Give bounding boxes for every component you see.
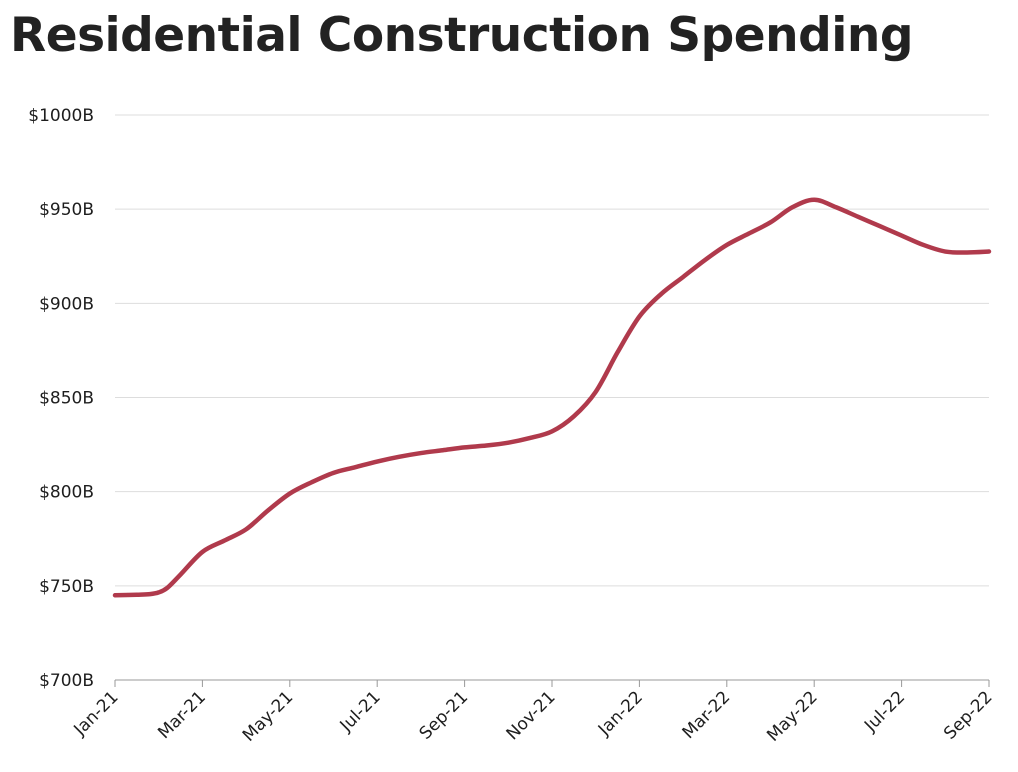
x-tick-label: Sep-21 <box>416 687 472 743</box>
y-tick-label: $900B <box>39 294 94 314</box>
gridlines <box>115 114 989 587</box>
y-tick-label: $800B <box>39 483 94 503</box>
x-tick-label: Mar-21 <box>154 687 210 743</box>
y-tick-label: $1000B <box>28 106 94 126</box>
chart-title: Residential Construction Spending <box>10 8 913 63</box>
x-tick-label: May-21 <box>239 687 297 745</box>
x-tick-label: May-22 <box>763 687 821 745</box>
y-axis-ticks: $700B $750B $800B $850B $900B $950B $1000B <box>28 106 94 691</box>
x-tick-label: Mar-22 <box>679 687 735 743</box>
x-tick-label: Nov-21 <box>503 687 560 744</box>
series-layer <box>112 197 992 598</box>
series-line-0 <box>112 197 992 598</box>
x-tick-label: Jul-22 <box>860 687 909 736</box>
y-tick-label: $950B <box>39 200 94 220</box>
x-tick-label: Jul-21 <box>336 687 385 736</box>
x-tick-label: Jan-21 <box>70 687 123 740</box>
x-tick-label: Jan-22 <box>594 687 647 740</box>
y-tick-label: $850B <box>39 389 94 409</box>
x-axis-ticks: Jan-21 Mar-21 May-21 Jul-21 Sep-21 Nov-21 Jan-… <box>70 680 997 746</box>
y-tick-label: $700B <box>39 671 94 691</box>
x-tick-label: Sep-22 <box>940 687 996 743</box>
y-tick-label: $750B <box>39 577 94 597</box>
